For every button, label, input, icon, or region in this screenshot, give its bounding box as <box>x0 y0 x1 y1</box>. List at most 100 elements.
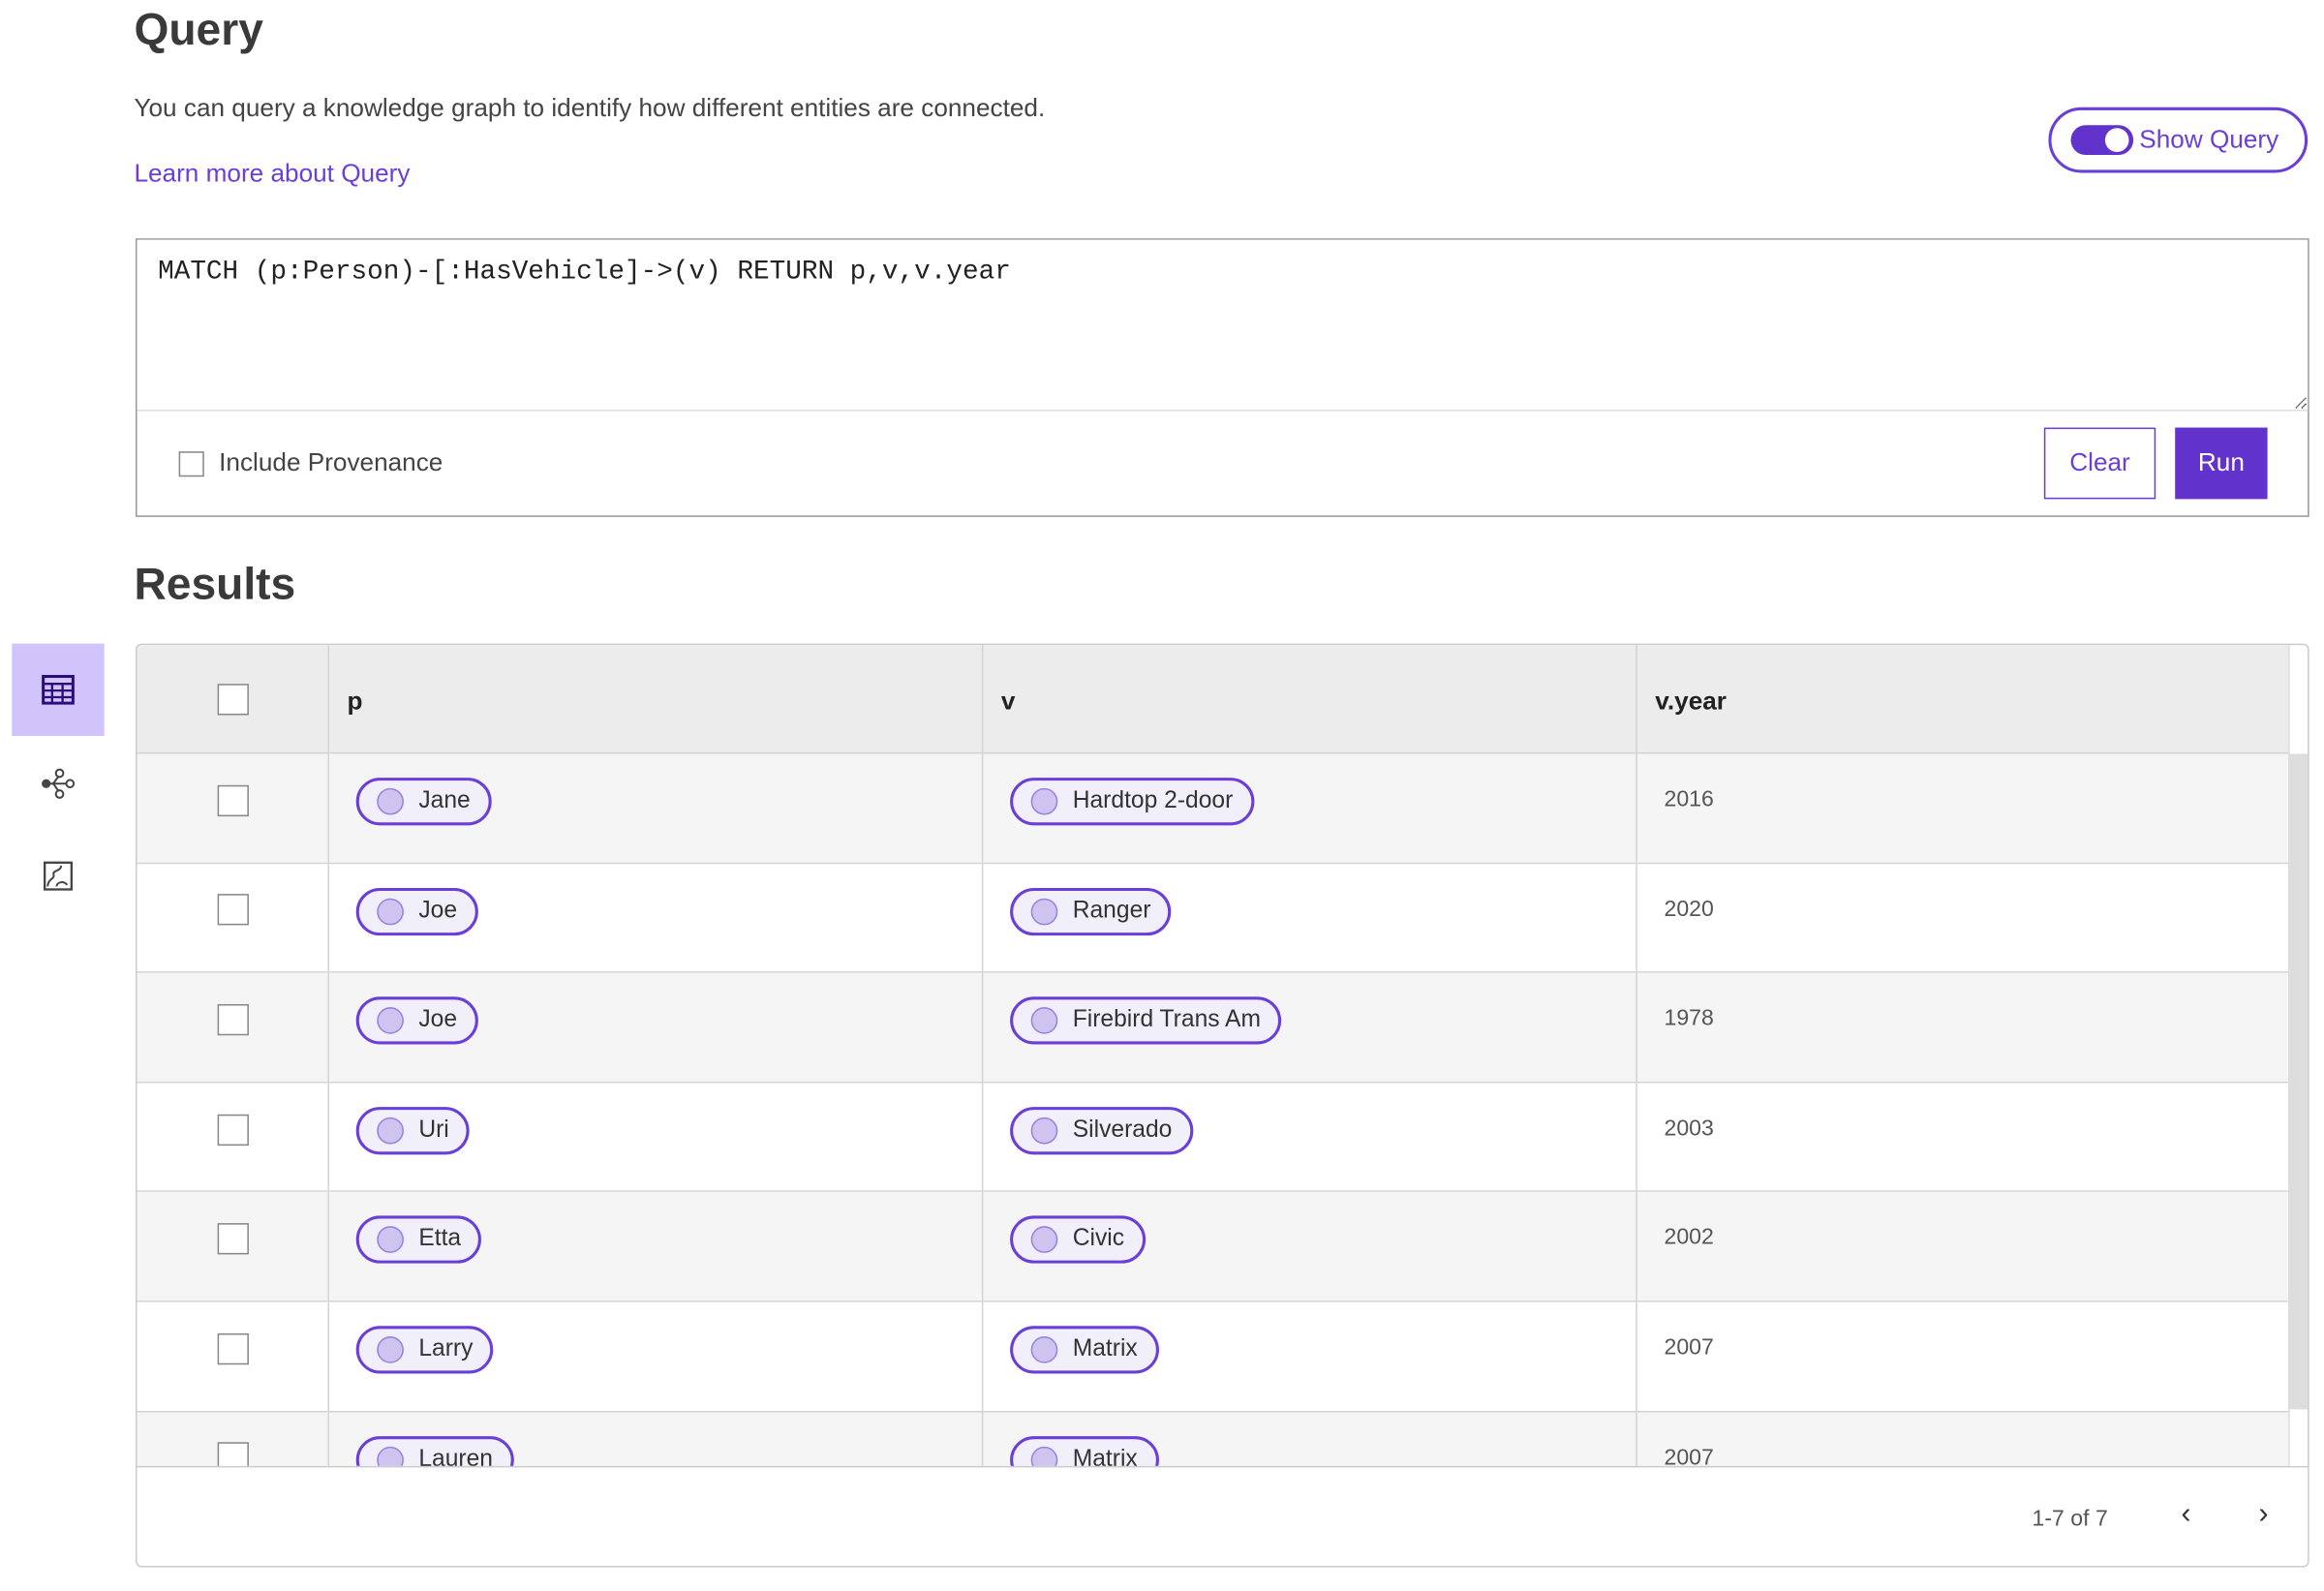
cell-v: Matrix <box>983 1301 1637 1411</box>
person-node-chip[interactable]: Larry <box>355 1326 494 1374</box>
include-provenance-label: Include Provenance <box>219 448 443 477</box>
chip-label: Joe <box>418 898 458 924</box>
chip-label: Matrix <box>1072 1336 1138 1362</box>
clear-button[interactable]: Clear <box>2043 427 2156 500</box>
query-input[interactable]: MATCH (p:Person)-[:HasVehicle]->(v) RETU… <box>137 239 2309 412</box>
node-icon <box>1030 1007 1058 1035</box>
cell-p: Jane <box>329 753 984 863</box>
person-node-chip[interactable]: Joe <box>355 996 478 1045</box>
page-description: You can query a knowledge graph to ident… <box>134 93 1046 123</box>
cell-v: Hardtop 2-door <box>983 753 1637 863</box>
next-page-button[interactable]: › <box>2258 1497 2269 1531</box>
vehicle-node-chip[interactable]: Civic <box>1010 1216 1146 1265</box>
pagination-info: 1-7 of 7 <box>2032 1506 2108 1532</box>
row-select-cell <box>138 753 330 863</box>
year-value: 2020 <box>1664 896 1714 922</box>
cell-v-year: 2007 <box>1637 1412 2288 1520</box>
year-value: 2007 <box>1664 1444 1714 1470</box>
year-value: 2007 <box>1664 1334 1714 1361</box>
include-provenance-checkbox[interactable] <box>178 450 204 476</box>
sidebar-item-graph-view[interactable] <box>12 738 104 830</box>
vehicle-node-chip[interactable]: Firebird Trans Am <box>1010 996 1282 1045</box>
year-value: 1978 <box>1664 1005 1714 1031</box>
node-icon <box>1030 1117 1058 1145</box>
row-select-cell <box>138 972 330 1082</box>
sidebar-item-table-view[interactable] <box>12 643 105 737</box>
column-header-v[interactable]: v <box>983 645 1637 752</box>
table-row: Uri Silverado 2003 <box>137 1083 2289 1193</box>
person-node-chip[interactable]: Joe <box>355 887 478 935</box>
node-icon <box>377 1117 404 1145</box>
row-select-cell <box>138 1192 330 1301</box>
row-checkbox[interactable] <box>216 1114 249 1146</box>
show-query-label: Show Query <box>2139 125 2279 154</box>
node-icon <box>377 1226 404 1254</box>
cell-v-year: 2020 <box>1637 864 2288 972</box>
sidebar-item-chart-view[interactable] <box>12 830 104 922</box>
row-select-cell <box>138 1083 330 1191</box>
query-editor: MATCH (p:Person)-[:HasVehicle]->(v) RETU… <box>136 238 2309 517</box>
row-checkbox[interactable] <box>216 784 249 816</box>
cell-v: Silverado <box>983 1083 1637 1191</box>
cell-v-year: 2002 <box>1637 1192 2288 1300</box>
vehicle-node-chip[interactable]: Silverado <box>1010 1106 1193 1155</box>
node-icon <box>377 898 404 925</box>
cell-p: Etta <box>329 1192 984 1301</box>
chip-label: Silverado <box>1072 1117 1173 1143</box>
person-node-chip[interactable]: Etta <box>355 1216 482 1265</box>
vehicle-node-chip[interactable]: Hardtop 2-door <box>1010 778 1254 826</box>
previous-page-button[interactable]: ‹ <box>2181 1497 2191 1531</box>
table-row: Jane Hardtop 2-door 2016 <box>137 753 2289 864</box>
chart-icon <box>44 861 74 891</box>
vehicle-node-chip[interactable]: Ranger <box>1010 887 1173 935</box>
person-node-chip[interactable]: Jane <box>355 778 492 826</box>
row-checkbox[interactable] <box>216 1003 249 1036</box>
cell-p: Uri <box>329 1083 984 1191</box>
column-header-v-year[interactable]: v.year <box>1655 687 1727 716</box>
cell-v: Civic <box>983 1192 1637 1301</box>
year-value: 2016 <box>1664 786 1714 812</box>
cell-p: Larry <box>329 1301 984 1411</box>
chip-label: Jane <box>418 787 471 814</box>
year-value: 2002 <box>1664 1225 1714 1251</box>
cell-p: Joe <box>329 863 984 972</box>
cell-v-year: 2007 <box>1637 1302 2288 1411</box>
table-row: Joe Firebird Trans Am 1978 <box>137 972 2289 1084</box>
toggle-switch[interactable] <box>2070 125 2134 156</box>
show-query-toggle[interactable]: Show Query <box>2048 107 2309 173</box>
table-row: Etta Civic 2002 <box>137 1192 2289 1302</box>
chip-label: Ranger <box>1072 898 1151 924</box>
page-title: Query <box>134 6 263 55</box>
chip-label: Uri <box>418 1117 449 1143</box>
run-button[interactable]: Run <box>2175 427 2268 500</box>
row-checkbox[interactable] <box>216 894 249 927</box>
row-checkbox[interactable] <box>216 1223 249 1255</box>
table-header: p v v.year <box>137 645 2289 754</box>
table-row: Joe Ranger 2020 <box>137 863 2289 973</box>
node-icon <box>1030 1226 1058 1254</box>
node-icon <box>1030 787 1058 815</box>
results-title: Results <box>134 560 296 610</box>
node-icon <box>1030 1336 1058 1363</box>
chip-label: Firebird Trans Am <box>1072 1007 1261 1033</box>
include-provenance[interactable]: Include Provenance <box>178 448 443 478</box>
row-select-cell <box>138 863 330 972</box>
vehicle-node-chip[interactable]: Matrix <box>1010 1326 1159 1374</box>
learn-more-link[interactable]: Learn more about Query <box>134 159 411 188</box>
chip-label: Hardtop 2-door <box>1072 787 1234 814</box>
results-table: p v v.year Jane Hardtop 2-door 2016 Joe Rang… <box>136 643 2309 1568</box>
scrollbar-thumb[interactable] <box>2288 753 2309 1410</box>
toggle-knob <box>2104 128 2129 152</box>
cell-p: Joe <box>329 972 984 1082</box>
chip-label: Larry <box>418 1336 474 1362</box>
person-node-chip[interactable]: Uri <box>355 1106 471 1155</box>
year-value: 2003 <box>1664 1116 1714 1142</box>
graph-icon <box>42 768 76 799</box>
row-checkbox[interactable] <box>216 1332 249 1364</box>
row-select-cell <box>138 1301 330 1411</box>
select-all-checkbox[interactable] <box>216 683 249 715</box>
column-header-p[interactable]: p <box>329 645 984 752</box>
node-icon <box>377 787 404 815</box>
table-row: Larry Matrix 2007 <box>137 1301 2289 1412</box>
cell-v: Firebird Trans Am <box>983 972 1637 1082</box>
